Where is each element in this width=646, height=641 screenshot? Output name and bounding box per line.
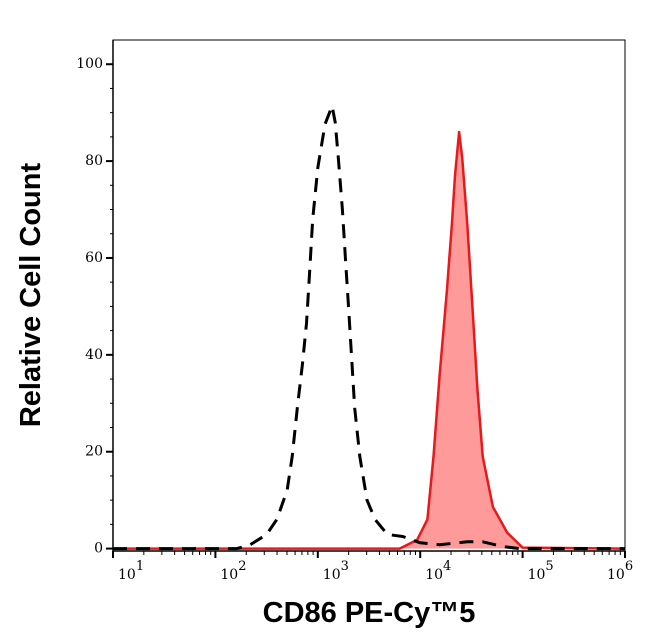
positive-histogram-fill (113, 132, 625, 549)
isotype-control-line (113, 104, 625, 551)
y-tick-label: 60 (85, 250, 103, 266)
y-axis-title: Relative Cell Count (15, 163, 47, 428)
y-tick-label: 40 (85, 347, 103, 363)
x-tick-label: 103 (323, 559, 349, 583)
axes-layer: 0 20 40 60 80 100 101 102 103 104 105 106 (76, 40, 633, 583)
y-tick-label: 20 (85, 444, 103, 460)
x-axis-title: CD86 PE-Cy™5 (263, 597, 476, 629)
plot-frame (112, 39, 626, 552)
x-tick-label: 104 (425, 559, 451, 583)
x-tick-label: 101 (118, 559, 144, 583)
x-tick-label: 106 (607, 559, 633, 583)
series-layer (113, 104, 626, 551)
y-tick-label: 80 (85, 153, 103, 169)
positive-histogram-line (113, 130, 626, 550)
x-tick-label: 105 (528, 559, 554, 583)
y-tick-label: 100 (76, 56, 103, 72)
x-tick-label: 102 (220, 559, 246, 583)
y-tick-label: 0 (94, 541, 103, 557)
